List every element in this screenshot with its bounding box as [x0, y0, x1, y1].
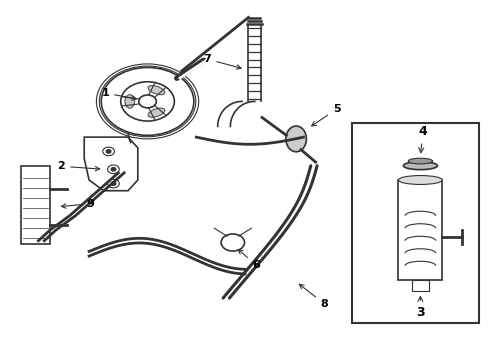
Bar	[398, 180, 442, 280]
Ellipse shape	[125, 95, 135, 108]
Text: 8: 8	[299, 284, 328, 309]
Ellipse shape	[148, 108, 165, 117]
Text: 3: 3	[416, 297, 425, 319]
Text: 6: 6	[238, 249, 260, 270]
Text: 2: 2	[57, 161, 99, 171]
Ellipse shape	[398, 176, 442, 184]
Bar	[352, 123, 479, 323]
Ellipse shape	[408, 158, 433, 164]
Bar	[21, 166, 50, 244]
Circle shape	[106, 150, 111, 153]
Ellipse shape	[286, 126, 306, 152]
Text: 4: 4	[418, 125, 427, 153]
Text: 9: 9	[61, 199, 95, 209]
Circle shape	[111, 167, 116, 171]
Text: 1: 1	[101, 88, 136, 100]
Text: 5: 5	[312, 104, 341, 126]
Text: 7: 7	[203, 54, 241, 69]
Ellipse shape	[148, 86, 165, 95]
Bar	[412, 280, 429, 291]
Ellipse shape	[403, 162, 438, 170]
Circle shape	[111, 182, 116, 185]
